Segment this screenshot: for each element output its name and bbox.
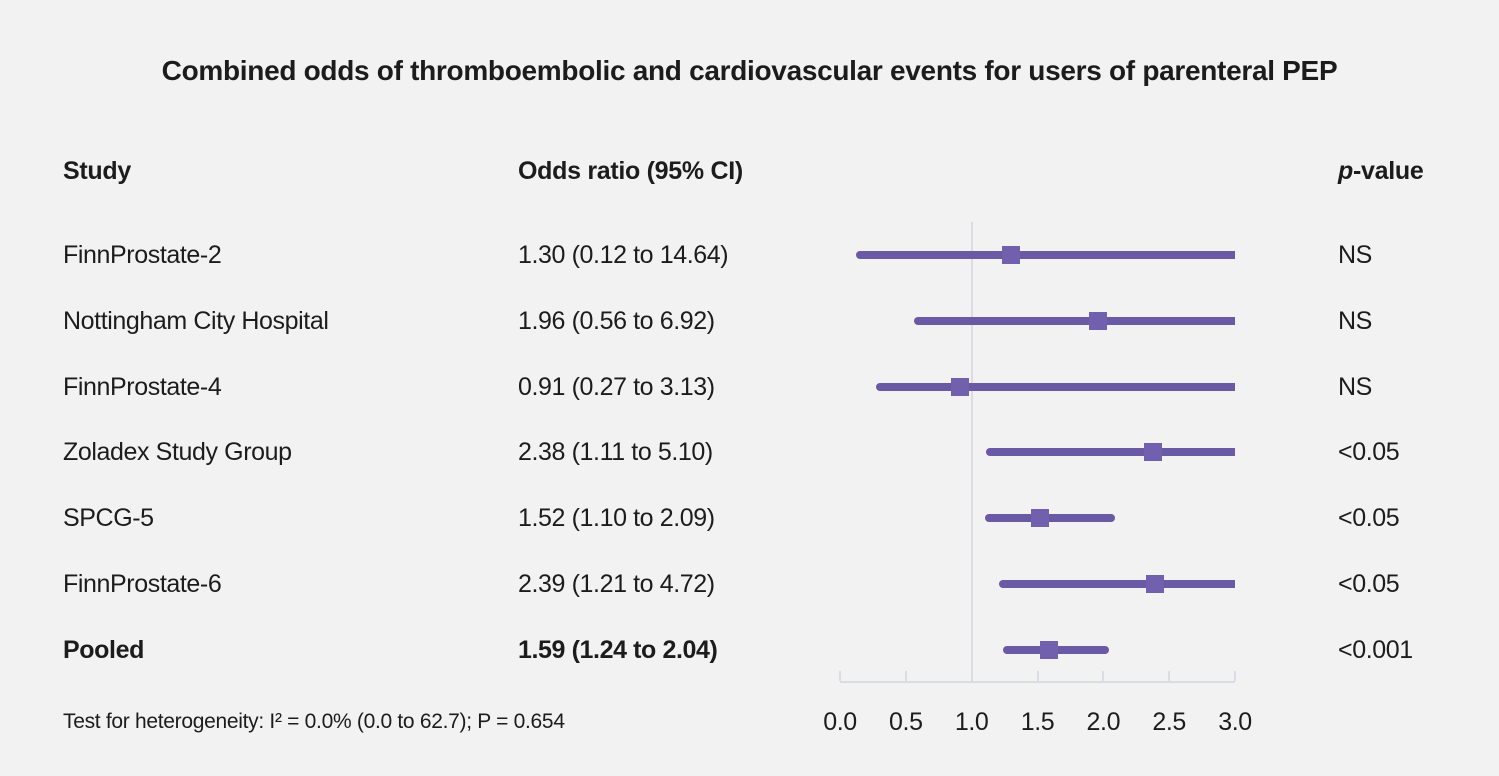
- or-marker: [1145, 575, 1164, 594]
- p-value: NS: [1338, 372, 1372, 401]
- or-marker: [1031, 509, 1050, 528]
- ci-line: [999, 580, 1235, 589]
- x-axis-tick: [1102, 671, 1105, 681]
- heterogeneity-note: Test for heterogeneity: I² = 0.0% (0.0 t…: [63, 710, 565, 733]
- p-value: <0.05: [1338, 570, 1400, 599]
- x-axis-tick: [1036, 671, 1039, 681]
- x-axis-tick: [1234, 671, 1236, 681]
- ci-line: [875, 382, 1235, 391]
- study-label: Pooled: [63, 635, 144, 664]
- forest-plot-area: [839, 222, 1236, 683]
- ci-line: [984, 514, 1116, 523]
- or-marker: [1040, 640, 1059, 659]
- study-label: SPCG-5: [63, 504, 154, 533]
- reference-line: [970, 222, 973, 681]
- p-value: NS: [1338, 306, 1372, 335]
- ci-line: [986, 448, 1235, 457]
- x-axis-tick-label: 1.5: [1020, 708, 1055, 736]
- chart-title: Combined odds of thromboembolic and card…: [161, 55, 1338, 86]
- study-label: FinnProstate-2: [63, 241, 222, 269]
- x-axis-tick: [970, 671, 973, 681]
- study-label: Zoladex Study Group: [63, 438, 292, 467]
- x-axis-tick-label: 0.0: [823, 708, 857, 736]
- p-value: <0.05: [1338, 438, 1400, 467]
- study-label: Nottingham City Hospital: [63, 306, 329, 335]
- x-axis-tick-label: 0.5: [889, 708, 923, 736]
- study-label: FinnProstate-6: [63, 570, 222, 599]
- x-axis-tick-label: 2.5: [1152, 708, 1186, 736]
- column-header-odds-ratio: Odds ratio (95% CI): [518, 157, 743, 185]
- column-header-study: Study: [63, 157, 131, 185]
- x-axis-tick: [839, 671, 841, 681]
- odds-ratio-value: 0.91 (0.27 to 3.13): [518, 372, 715, 401]
- x-axis-tick-label: 2.0: [1086, 708, 1121, 736]
- p-value: <0.001: [1338, 635, 1413, 664]
- p-value-header-rest: -value: [1352, 157, 1424, 185]
- odds-ratio-value: 2.38 (1.11 to 5.10): [518, 438, 713, 467]
- x-axis-tick-label: 1.0: [954, 708, 989, 736]
- odds-ratio-value: 1.30 (0.12 to 14.64): [518, 241, 729, 269]
- study-label: FinnProstate-4: [63, 372, 222, 401]
- p-value-header-italic-p: p: [1338, 157, 1353, 185]
- or-marker: [1144, 443, 1163, 462]
- odds-ratio-value: 1.59 (1.24 to 2.04): [518, 635, 718, 664]
- column-header-p-value: p-value: [1338, 155, 1424, 187]
- x-axis-tick: [1168, 671, 1171, 681]
- or-marker: [950, 377, 969, 396]
- ci-line: [855, 251, 1235, 259]
- ci-line: [913, 316, 1235, 325]
- x-axis-line: [840, 681, 1235, 683]
- odds-ratio-value: 1.52 (1.10 to 2.09): [518, 504, 715, 533]
- odds-ratio-value: 1.96 (0.56 to 6.92): [518, 306, 715, 335]
- p-value: <0.05: [1338, 504, 1400, 533]
- p-value: NS: [1338, 241, 1372, 269]
- or-marker: [1002, 246, 1021, 264]
- or-marker: [1089, 311, 1108, 330]
- x-axis-tick-label: 3.0: [1218, 708, 1252, 736]
- odds-ratio-value: 2.39 (1.21 to 4.72): [518, 570, 715, 599]
- x-axis-tick: [904, 671, 907, 681]
